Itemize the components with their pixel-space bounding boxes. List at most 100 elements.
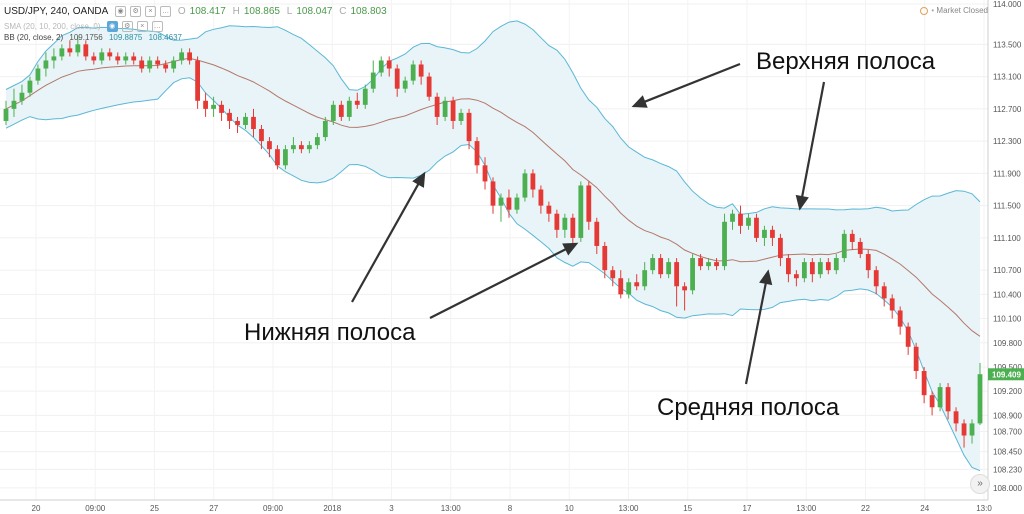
candle-body xyxy=(354,100,360,105)
price-tick-label: 110.700 xyxy=(993,266,1022,275)
candle-body xyxy=(83,44,89,57)
candle-body xyxy=(91,56,97,61)
candle-body xyxy=(817,262,823,275)
current-price-marker xyxy=(988,368,1024,381)
candle-body xyxy=(163,64,169,69)
candle-body xyxy=(346,100,352,117)
candle-body xyxy=(490,181,496,206)
eye-icon[interactable]: ◉ xyxy=(115,6,127,17)
candle-body xyxy=(570,217,576,238)
candle-body xyxy=(314,137,320,146)
upper-arrow-1-head xyxy=(631,95,648,108)
lower-arrow-2-shaft xyxy=(429,247,567,319)
candle-body xyxy=(410,64,416,81)
candle-body xyxy=(793,274,799,279)
time-tick-label: 2018 xyxy=(323,504,341,513)
candle-body xyxy=(107,52,113,57)
candle-body xyxy=(546,205,552,214)
high-value: 108.865 xyxy=(243,6,280,18)
scroll-right-icon[interactable]: » xyxy=(970,474,990,494)
candle-body xyxy=(243,116,248,125)
candle-body xyxy=(945,387,951,412)
low-key: L xyxy=(286,6,293,18)
time-tick-label: 13:00 xyxy=(796,504,817,513)
time-tick-label: 24 xyxy=(920,504,929,513)
candle-body xyxy=(786,258,791,275)
close-value: 108.803 xyxy=(350,6,387,18)
candle-body xyxy=(586,185,592,222)
candle-body xyxy=(75,44,81,53)
candle-body xyxy=(977,374,983,424)
more-icon[interactable]: … xyxy=(151,21,163,32)
settings-icon[interactable]: ⚙ xyxy=(121,21,133,32)
upper-arrow-1-shaft xyxy=(643,62,741,103)
middle-arrow-shaft xyxy=(744,282,767,385)
close-icon[interactable]: × xyxy=(136,21,148,32)
price-tick-label: 114.000 xyxy=(993,0,1022,9)
candle-body xyxy=(195,60,200,101)
bb-upper-value: 109.8875 xyxy=(108,33,143,42)
price-tick-label: 109.500 xyxy=(993,363,1022,372)
candle-body xyxy=(913,346,919,371)
bb-indicator-row[interactable]: BB (20, close, 2) 109.1756 109.8875 108.… xyxy=(4,33,186,42)
candle-body xyxy=(43,60,49,69)
symbol-label[interactable]: USD/JPY, 240, OANDA xyxy=(4,6,109,18)
candle-body xyxy=(674,262,680,287)
candle-body xyxy=(498,197,504,206)
price-tick-label: 108.900 xyxy=(993,411,1022,420)
candle-body xyxy=(338,104,344,117)
middle-band-annotation: Средняя полоса xyxy=(657,394,840,421)
candle-body xyxy=(179,52,185,61)
candle-body xyxy=(554,213,560,230)
candle-body xyxy=(458,112,464,121)
time-tick-label: 20 xyxy=(32,504,41,513)
candle-body xyxy=(27,80,33,93)
candle-body xyxy=(259,129,264,142)
candle-body xyxy=(442,100,448,117)
eye-icon[interactable]: ◉ xyxy=(106,21,118,32)
candle-body xyxy=(506,197,512,210)
settings-icon[interactable]: ⚙ xyxy=(130,6,142,17)
candle-body xyxy=(610,270,616,279)
candle-body xyxy=(251,116,256,130)
candle-body xyxy=(618,278,624,295)
price-tick-label: 109.800 xyxy=(993,339,1022,348)
candle-body xyxy=(99,52,105,61)
candle-body xyxy=(155,60,161,65)
candle-body xyxy=(187,52,193,61)
candle-body xyxy=(730,213,735,222)
candle-body xyxy=(602,245,608,271)
candle-body xyxy=(35,68,41,81)
candle-body xyxy=(746,217,751,226)
open-value: 108.417 xyxy=(189,6,226,18)
current-price-label: 109.409 xyxy=(992,370,1021,379)
time-tick-label: 22 xyxy=(861,504,870,513)
market-status: • Market Closed xyxy=(920,6,988,15)
candle-body xyxy=(738,213,743,226)
candle-body xyxy=(267,141,272,150)
candle-body xyxy=(298,145,304,150)
close-icon[interactable]: × xyxy=(145,6,157,17)
time-tick-label: 09:00 xyxy=(85,504,106,513)
sma-indicator-row[interactable]: SMA (20, 10, 200, close, 0) ◉ ⚙ ×… xyxy=(4,21,167,32)
candle-body xyxy=(275,149,280,166)
time-axis[interactable]: 20 09:00 25 27 09:00 2018 3 13:00 8 10 13:00 15 17 13… xyxy=(32,504,993,513)
candle-body xyxy=(3,108,9,121)
candle-body xyxy=(219,104,224,113)
candle-body xyxy=(67,48,73,53)
price-tick-label: 109.200 xyxy=(993,387,1022,396)
time-tick-label: 3 xyxy=(389,504,394,513)
candle-body xyxy=(698,258,703,267)
price-axis[interactable]: 114.000 113.500 113.100 112.700 112.300 111.9… xyxy=(988,0,1024,493)
more-icon[interactable]: … xyxy=(160,6,172,17)
candle-body xyxy=(921,370,927,396)
candle-body xyxy=(937,387,943,408)
candle-body xyxy=(370,72,376,89)
price-tick-label: 113.500 xyxy=(993,40,1022,49)
candles xyxy=(3,36,983,448)
annotation-arrows xyxy=(351,62,826,385)
bb-label[interactable]: BB (20, close, 2) xyxy=(4,33,64,42)
sma-label[interactable]: SMA (20, 10, 200, close, 0) xyxy=(4,21,101,31)
time-tick-label: 13:00 xyxy=(441,504,462,513)
